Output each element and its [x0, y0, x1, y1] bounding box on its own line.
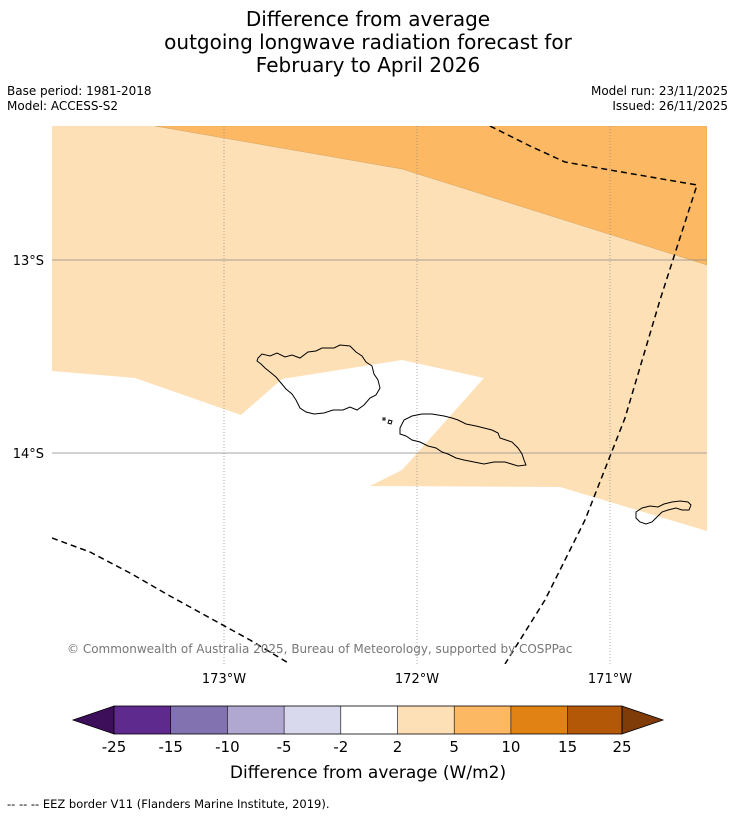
- title-line-3: February to April 2026: [255, 53, 481, 77]
- map-area: © Commonwealth of Australia 2025, Bureau…: [52, 126, 707, 664]
- island-apolima: [382, 417, 386, 421]
- chart-title: Difference from average outgoing longwav…: [0, 8, 736, 77]
- colorbar-swatch-9: [567, 706, 622, 734]
- copyright-notice: © Commonwealth of Australia 2025, Bureau…: [67, 642, 572, 656]
- lon-label-173w: 173°W: [202, 672, 246, 687]
- olr-band-5-10: [154, 126, 707, 266]
- colorbar-swatch-4: [284, 706, 341, 734]
- graticule: [52, 126, 707, 664]
- colorbar-swatch-7: [454, 706, 511, 734]
- olr-band-2-5: [52, 126, 707, 531]
- cb-tick-label-7: 5: [449, 738, 459, 756]
- eez-footnote: -- -- -- EEZ border V11 (Flanders Marine…: [7, 797, 330, 811]
- cb-tick-label-10: 25: [612, 738, 631, 756]
- lat-label-14s: 14°S: [13, 447, 44, 462]
- cb-tick-label-2: -15: [158, 738, 183, 756]
- base-period: Base period: 1981-2018: [7, 84, 152, 98]
- cb-tick-label-4: -5: [277, 738, 292, 756]
- meta-right: Model run: 23/11/2025 Issued: 26/11/2025: [591, 84, 728, 114]
- lon-label-171w: 171°W: [588, 672, 632, 687]
- cb-tick-label-1: -25: [102, 738, 127, 756]
- colorbar-swatch-6: [397, 706, 455, 734]
- eez-borders: [52, 126, 698, 664]
- colorbar: -25 -15 -10 -5 -2 2 5 10 15 25 Differenc…: [71, 705, 665, 783]
- model-name: Model: ACCESS-S2: [7, 99, 119, 113]
- model-run: Model run: 23/11/2025: [590, 84, 728, 98]
- island-manono: [387, 419, 393, 425]
- island-upolu: [399, 413, 527, 467]
- cb-tick-label-9: 15: [558, 738, 577, 756]
- colorbar-swatch-1: [114, 706, 171, 734]
- eez-border-southwest: [52, 537, 291, 664]
- eez-border-east: [489, 126, 698, 664]
- title-line-2: outgoing longwave radiation forecast for: [164, 30, 572, 54]
- issued-date: Issued: 26/11/2025: [612, 99, 728, 113]
- colorbar-swatch-8: [510, 706, 568, 734]
- colorbar-title: Difference from average (W/m2): [230, 763, 506, 783]
- coastlines: [256, 344, 692, 525]
- lat-label-13s: 13°S: [13, 254, 44, 269]
- title-line-1: Difference from average: [245, 7, 491, 31]
- colorbar-dividers: [170, 706, 568, 734]
- colorbar-outline: [113, 705, 623, 735]
- meta-left: Base period: 1981-2018 Model: ACCESS-S2: [7, 84, 152, 114]
- colorbar-swatch-5: [340, 706, 398, 734]
- colorbar-swatch-3: [227, 706, 285, 734]
- lon-label-172w: 172°W: [395, 672, 439, 687]
- cb-tick-label-5: -2: [333, 738, 348, 756]
- cb-tick-label-3: -10: [215, 738, 240, 756]
- island-tutuila: [635, 500, 692, 525]
- colorbar-extend-low: [71, 705, 115, 735]
- cb-tick-label-8: 10: [501, 738, 520, 756]
- island-savaii: [256, 344, 381, 415]
- colorbar-extend-high: [621, 705, 665, 735]
- cb-tick-label-6: 2: [393, 738, 403, 756]
- colorbar-swatch-2: [170, 706, 228, 734]
